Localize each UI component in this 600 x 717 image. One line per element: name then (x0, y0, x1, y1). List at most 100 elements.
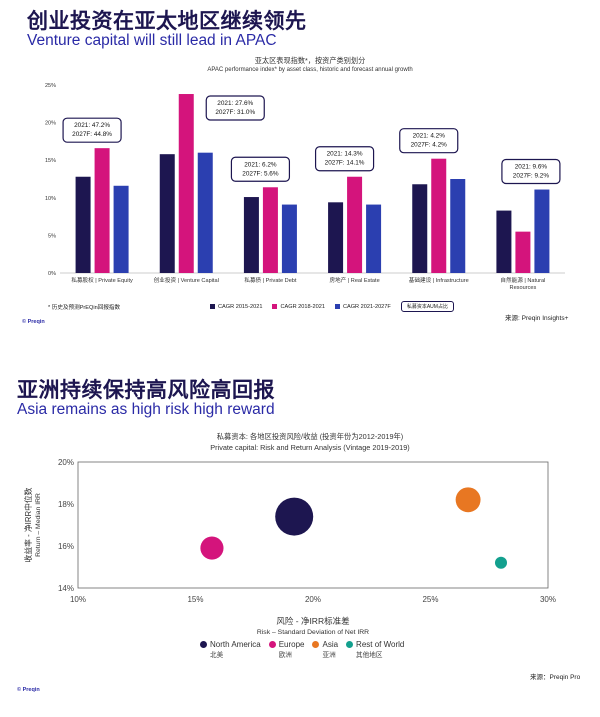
annotation-line2: 2027F: 44.8% (72, 131, 112, 138)
legend-label-zh: 欧洲 (278, 652, 292, 659)
x-tick-label-cont: Resources (510, 285, 537, 291)
legend-item: CAGR 2015-2021 (210, 304, 262, 310)
annotation-line2: 2027F: 9.2% (513, 173, 550, 180)
annotation-box (205, 95, 265, 121)
y-tick-label: 0% (48, 271, 56, 277)
legend-item: Rest of World 其他地区 (346, 640, 404, 659)
preqin-logo: © Preqin (22, 319, 45, 325)
bar-chart-subtitle: APAC performance index* by asset class, … (207, 67, 413, 73)
preqin-logo: © Preqin (17, 687, 40, 693)
bar-chart: 0% 5% 10% 15% 20% 25% 私募股权 | Private Equity 202… (45, 83, 565, 291)
legend-label-zh: 其他地区 (356, 652, 383, 659)
bar (94, 148, 110, 273)
bar (281, 204, 297, 273)
bar (366, 204, 382, 273)
legend-swatch (272, 304, 278, 309)
y-tick-label: 16% (58, 542, 74, 551)
legend-item: CAGR 2018-2021 (272, 303, 325, 310)
source-note: 来源：Preqin Pro (530, 674, 581, 681)
footnote: * 历史及预测PrEQin回报指数 (48, 305, 121, 311)
y-tick-label: 14% (58, 584, 74, 593)
legend-item: Asia 亚洲 (312, 640, 338, 659)
y-tick-label: 25% (45, 83, 56, 89)
x-tick-label: 20% (305, 595, 321, 604)
legend-item: North America 北美 (200, 640, 261, 659)
y-tick-label: 10% (45, 196, 56, 202)
annotation-box (230, 156, 291, 182)
bar (534, 189, 550, 273)
legend-item: Europe 欧洲 (268, 640, 305, 659)
legend-dot (200, 641, 207, 648)
legend-item: CAGR 2021-2027F (334, 303, 391, 310)
x-tick-label: 25% (422, 595, 438, 604)
legend-label: CAGR 2015-2021 (218, 303, 263, 310)
bar (178, 94, 194, 273)
y-tick-label: 20% (58, 458, 74, 467)
annotation-line1: 2021: 47.2% (74, 122, 110, 129)
section1-title-zh: 创业投资在亚太地区继续领先 (27, 10, 307, 33)
x-tick-label: 10% (70, 595, 86, 604)
bar (262, 187, 278, 273)
y-axis-title-en: Return – Median IRR (35, 493, 42, 557)
x-tick-label: 30% (540, 595, 556, 604)
plot-frame (77, 461, 549, 589)
legend-label: Asia (322, 640, 339, 649)
x-axis-title-en: Risk – Standard Deviation of Net IRR (257, 629, 369, 636)
scatter-chart-title: 私募资本: 各地区投资风险/收益 (投资年份为2012-2019年) (216, 432, 404, 441)
legend-label-zh: 亚洲 (322, 652, 336, 659)
bubble (200, 536, 224, 560)
bubble (494, 556, 508, 569)
x-tick-label: 15% (187, 595, 203, 604)
legend-dot (346, 641, 354, 648)
bar (412, 184, 428, 273)
annotation-line2: 2027F: 5.6% (242, 170, 279, 177)
legend-label: CAGR 2021-2027F (342, 303, 391, 310)
annotation-box (501, 158, 561, 185)
annotation-box (314, 146, 375, 172)
annotation-line1: 2021: 6.2% (244, 161, 277, 168)
bar (113, 185, 129, 273)
bar (197, 152, 213, 273)
annotation-line1: 2021: 9.6% (515, 164, 548, 171)
section2-title-zh: 亚洲持续保持高风险高回报 (17, 379, 275, 402)
legend-swatch (210, 304, 215, 309)
y-tick-label: 15% (45, 158, 56, 164)
aum-legend-box: 私募资本AUM占比 (400, 301, 454, 312)
legend-label: North America (210, 640, 261, 649)
annotation-line1: 2021: 4.2% (413, 133, 446, 140)
annotation-line2: 2027F: 4.2% (411, 142, 448, 149)
annotation-line1: 2021: 14.3% (327, 151, 363, 158)
annotation-box (399, 128, 459, 154)
y-tick-label: 18% (58, 500, 74, 509)
bubble (455, 487, 481, 513)
bubble (275, 497, 314, 536)
x-tick-label: 私募债 | Private Debt (244, 276, 297, 284)
bar (496, 210, 512, 273)
annotation-line1: 2021: 27.6% (217, 100, 253, 107)
annotation-line2: 2027F: 14.1% (325, 160, 365, 167)
y-tick-label: 5% (48, 233, 56, 239)
x-tick-label: 自然能源 | Natural (500, 276, 545, 284)
annotation-box (62, 117, 122, 143)
bubble-chart: 14% 16% 18% 20% 10% 15% 20% 25% 30% 风险 - 净IRR标准差 R… (23, 458, 556, 636)
x-tick-label: 私募股权 | Private Equity (71, 276, 133, 284)
annotation-line2: 2027F: 31.0% (215, 109, 255, 116)
bubble-legend: North America 北美 Europe 欧洲 Asia 亚洲 Rest … (200, 640, 404, 659)
legend-label: CAGR 2018-2021 (280, 303, 325, 310)
legend-dot (312, 641, 320, 648)
bar (347, 176, 363, 273)
x-tick-label: 房地产 | Real Estate (329, 276, 379, 284)
legend-swatch (334, 304, 340, 309)
source-note: 来源: Preqin Insights+ (505, 315, 569, 322)
bar (243, 197, 259, 273)
x-axis-title-zh: 风险 - 净IRR标准差 (276, 616, 349, 626)
y-tick-label: 20% (45, 121, 56, 127)
bar (431, 158, 447, 273)
bar (75, 176, 91, 273)
legend-label: Rest of World (356, 640, 405, 649)
x-tick-label: 基础建设 | Infrastructure (409, 276, 469, 284)
bar-legend: CAGR 2015-2021 CAGR 2018-2021 CAGR 2021-… (210, 301, 454, 312)
legend-label: Europe (278, 640, 305, 649)
bar (159, 154, 175, 273)
bar (450, 179, 466, 273)
